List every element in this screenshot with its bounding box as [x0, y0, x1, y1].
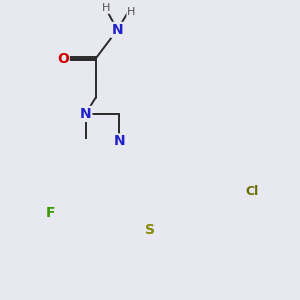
Text: N: N: [112, 23, 123, 37]
Text: N: N: [113, 134, 125, 148]
Text: N: N: [80, 107, 92, 121]
Text: H: H: [127, 7, 135, 17]
Text: H: H: [102, 3, 111, 13]
Text: O: O: [57, 52, 69, 66]
Text: Cl: Cl: [245, 184, 259, 197]
Text: F: F: [46, 206, 55, 220]
Text: S: S: [145, 223, 155, 237]
